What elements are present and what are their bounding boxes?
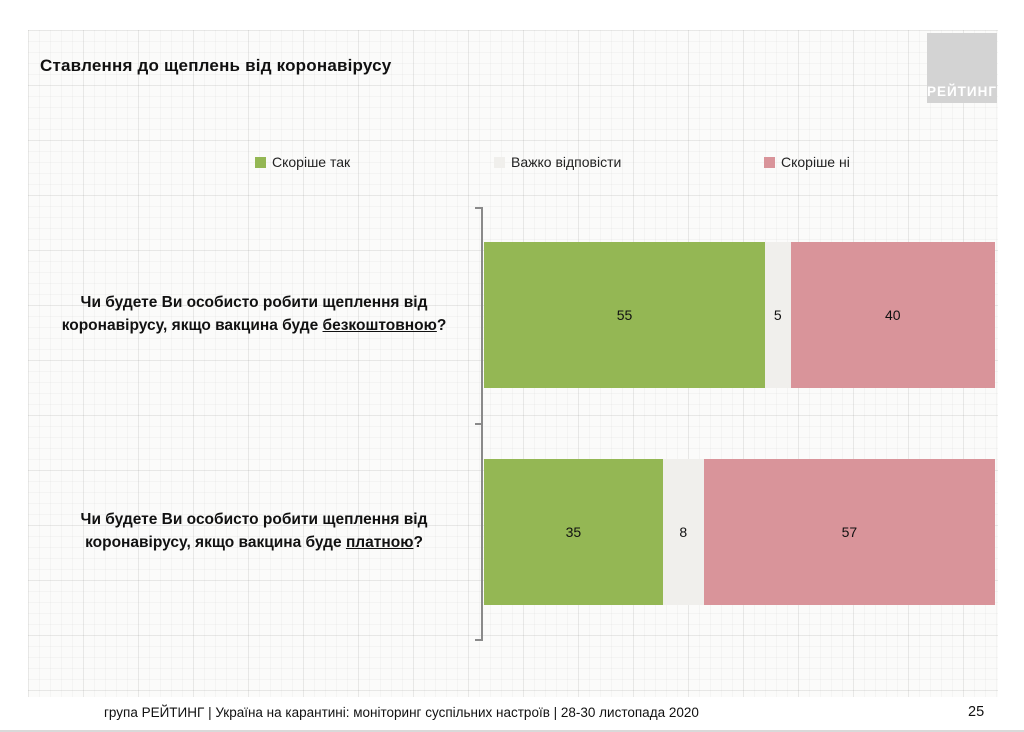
question-underlined-word: безкоштовною	[322, 316, 437, 334]
legend-swatch-no	[764, 156, 775, 168]
bar-segment-no: 40	[790, 242, 995, 388]
question-label-free-vaccine: Чи будете Ви особисто робити щеплення ві…	[34, 242, 474, 387]
legend-item-yes: Скоріше так	[255, 154, 350, 170]
legend-swatch-hard-to-answer	[494, 156, 505, 168]
stacked-bar-free-vaccine: 55 5 40	[484, 242, 995, 388]
legend-label-no: Скоріше ні	[781, 154, 850, 170]
logo-text: РЕЙТИНГ	[926, 84, 998, 99]
bar-segment-hard-to-answer: 5	[765, 242, 791, 388]
question-punctuation: ?	[436, 316, 447, 334]
axis-tick	[475, 207, 482, 209]
question-text: Чи будете Ви особисто робити щеплення ві…	[80, 511, 428, 551]
data-label: 5	[773, 307, 782, 323]
data-label: 55	[616, 307, 633, 323]
page-title: Ставлення до щеплень від коронавірусу	[40, 56, 392, 75]
category-axis-line	[481, 207, 483, 641]
question-punctuation: ?	[413, 533, 423, 551]
legend-label-hard-to-answer: Важко відповісти	[511, 154, 622, 170]
rating-group-logo: РЕЙТИНГ	[927, 33, 997, 103]
question-underlined-word: платною	[345, 533, 414, 551]
axis-tick	[475, 423, 482, 425]
legend-item-no: Скоріше ні	[764, 154, 850, 170]
bar-segment-yes: 55	[484, 242, 766, 388]
question-label-paid-vaccine: Чи будете Ви особисто робити щеплення ві…	[34, 459, 474, 604]
bar-segment-no: 57	[703, 459, 995, 605]
data-label: 40	[885, 307, 901, 323]
slide-canvas: Ставлення до щеплень від коронавірусу РЕ…	[28, 30, 998, 697]
data-label: 35	[565, 524, 582, 540]
legend-item-hard-to-answer: Важко відповісти	[494, 154, 621, 170]
stacked-bar-paid-vaccine: 35 8 57	[484, 459, 995, 605]
axis-tick	[475, 639, 482, 641]
page-number: 25	[968, 704, 985, 720]
data-label: 57	[841, 524, 858, 540]
bar-segment-yes: 35	[484, 459, 663, 605]
legend-swatch-yes	[255, 156, 266, 168]
footer-source-text: група РЕЙТИНГ | Україна на карантині: мо…	[104, 705, 699, 720]
legend-label-yes: Скоріше так	[272, 154, 351, 170]
data-label: 8	[679, 524, 688, 540]
bar-segment-hard-to-answer: 8	[662, 459, 704, 605]
question-text: Чи будете Ви особисто робити щеплення ві…	[61, 294, 428, 334]
